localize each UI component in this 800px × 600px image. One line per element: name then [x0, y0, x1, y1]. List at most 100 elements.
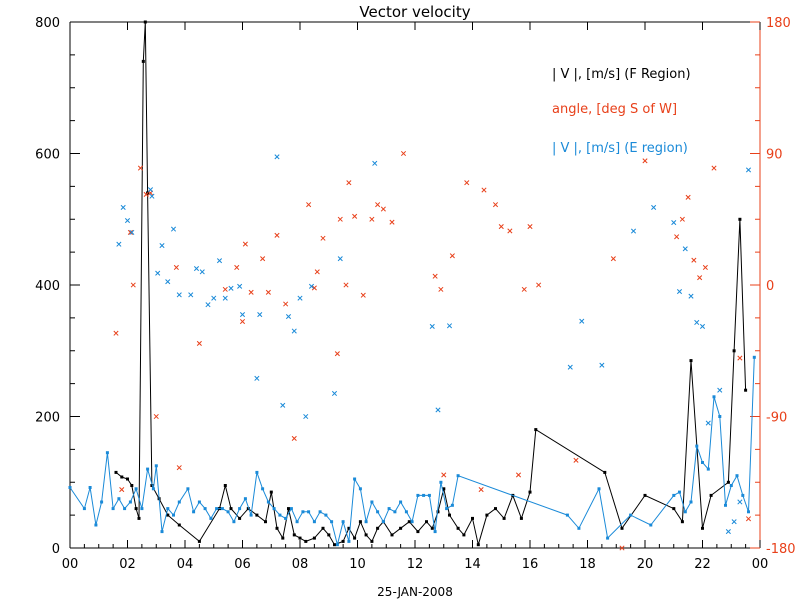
data-point-x	[642, 158, 648, 164]
data-point	[353, 477, 357, 481]
data-point	[301, 510, 305, 514]
data-point-x	[129, 229, 135, 235]
x-tick-label: 14	[464, 557, 481, 572]
data-point	[462, 533, 466, 537]
data-point-x	[337, 216, 343, 222]
data-point	[712, 395, 716, 399]
data-point	[353, 536, 357, 540]
x-tick-label: 00	[752, 557, 769, 572]
data-point	[272, 507, 276, 511]
data-point	[154, 464, 158, 468]
data-point	[269, 490, 273, 494]
data-point	[275, 526, 279, 530]
data-point	[140, 507, 144, 511]
data-point-x	[527, 224, 533, 230]
data-point-x	[116, 241, 122, 247]
data-point	[387, 507, 391, 511]
data-point-x	[435, 407, 441, 413]
data-point-x	[147, 187, 154, 193]
data-point	[689, 359, 693, 363]
data-point	[471, 516, 474, 520]
data-point	[347, 539, 351, 543]
data-point-x	[124, 218, 131, 224]
plot-frame	[69, 21, 761, 549]
data-point	[744, 388, 748, 392]
data-point	[597, 487, 601, 491]
data-point	[238, 516, 242, 520]
data-point-x	[239, 312, 246, 318]
data-point-x	[671, 219, 677, 226]
data-point-x	[369, 216, 375, 222]
data-point	[312, 536, 316, 540]
data-point	[203, 507, 207, 511]
data-point-x	[234, 264, 240, 271]
data-point	[689, 500, 693, 504]
data-point-x	[222, 286, 228, 292]
data-point-x	[239, 318, 246, 325]
data-point	[126, 477, 129, 481]
left-y-tick-label: 200	[35, 411, 60, 426]
data-point	[111, 507, 115, 511]
right-y-axis-ticks: -180 -90 0 90 180	[750, 16, 796, 557]
data-point	[701, 526, 704, 530]
legend: | V |, [m/s] (F Region) angle, [deg S of…	[552, 67, 691, 156]
left-y-tick-label: 600	[35, 148, 60, 163]
data-point-x	[521, 286, 527, 292]
data-point-x	[446, 323, 453, 329]
data-point-x	[380, 206, 386, 212]
x-tick-label: 20	[637, 557, 654, 572]
data-point	[134, 487, 138, 491]
data-point	[370, 539, 374, 543]
data-point-x	[691, 257, 697, 263]
data-point-x	[120, 204, 126, 210]
series-1	[113, 150, 752, 551]
data-point	[88, 486, 92, 489]
data-point	[94, 523, 98, 527]
data-point-x	[360, 292, 366, 298]
data-point-x	[248, 289, 254, 295]
data-point	[120, 475, 124, 479]
data-point	[335, 543, 339, 547]
data-point	[738, 217, 742, 221]
data-point	[376, 510, 380, 514]
data-point	[724, 503, 727, 507]
data-point	[358, 520, 362, 524]
data-point	[287, 507, 290, 511]
data-point-x	[127, 229, 133, 235]
data-point	[732, 349, 736, 353]
data-point-x	[573, 457, 579, 463]
data-point	[137, 516, 141, 520]
data-point	[672, 493, 676, 497]
data-point-x	[679, 216, 685, 222]
data-point-x	[745, 167, 752, 173]
data-point-x	[137, 165, 143, 171]
data-point	[485, 513, 489, 517]
data-point-x	[303, 413, 309, 420]
data-point	[68, 486, 72, 489]
data-point	[456, 474, 460, 478]
x-tick-label: 00	[62, 557, 79, 572]
data-point	[735, 474, 739, 478]
data-point-x	[308, 283, 315, 289]
data-point-x	[400, 150, 407, 157]
x-axis-label: 25-JAN-2008	[377, 585, 453, 599]
data-point	[307, 510, 311, 514]
data-point	[114, 470, 118, 474]
data-point	[172, 513, 175, 517]
data-point-x	[651, 204, 657, 210]
data-point-x	[507, 228, 513, 234]
data-point-x	[173, 264, 179, 271]
data-point-x	[610, 256, 616, 262]
data-point	[718, 415, 722, 418]
data-point	[278, 513, 282, 517]
data-point-x	[159, 242, 165, 249]
series-2	[68, 355, 756, 547]
data-point-x	[697, 275, 703, 281]
data-point	[226, 510, 230, 514]
data-point-x	[685, 194, 691, 200]
data-point	[494, 507, 497, 511]
x-tick-label: 10	[349, 557, 366, 572]
data-point	[150, 484, 154, 487]
data-point-x	[438, 286, 444, 292]
